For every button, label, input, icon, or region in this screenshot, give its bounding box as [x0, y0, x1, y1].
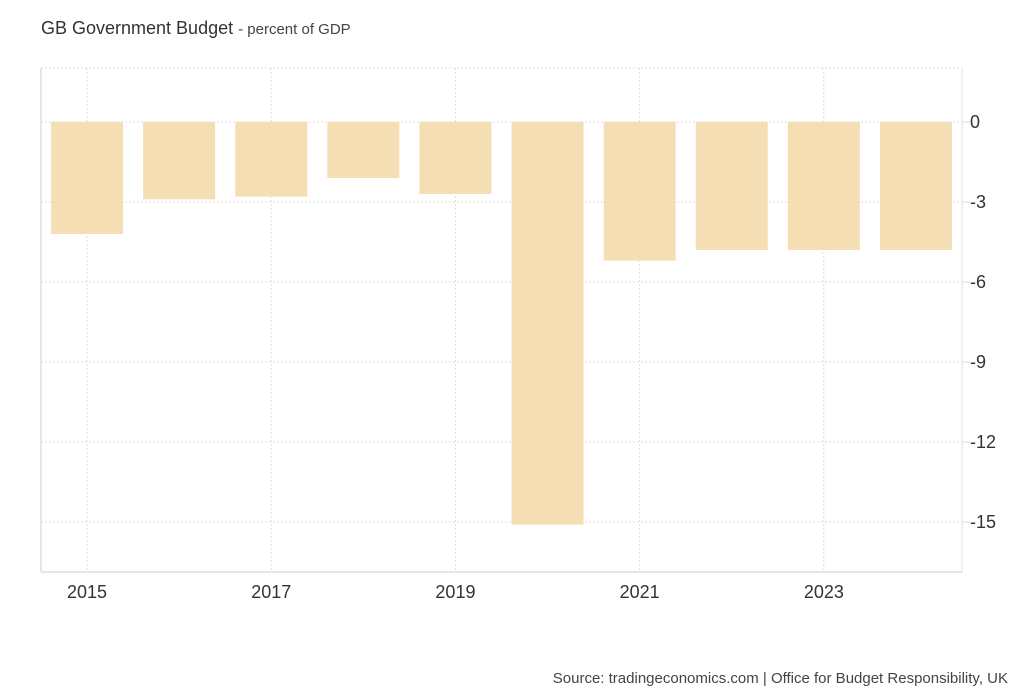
bar-2017 [235, 122, 308, 197]
x-tick-labels: 2015 2017 2019 2021 2023 [67, 582, 844, 602]
chart-title: GB Government Budget - percent of GDP [41, 18, 351, 39]
bar-2020 [511, 122, 584, 525]
chart-title-main: GB Government Budget [41, 18, 234, 38]
y-tick-label: -15 [970, 512, 996, 532]
bar-2023 [787, 122, 860, 250]
y-tick-label: 0 [970, 112, 980, 132]
x-tick-label: 2015 [67, 582, 107, 602]
x-tick-label: 2019 [435, 582, 475, 602]
bar-2024 [879, 122, 952, 250]
chart-subtitle: - percent of GDP [238, 21, 351, 38]
x-tick-label: 2017 [251, 582, 291, 602]
x-tick-label: 2023 [804, 582, 844, 602]
y-tick-label: -12 [970, 432, 996, 452]
x-tick-label: 2021 [620, 582, 660, 602]
bars [51, 122, 952, 525]
bar-2018 [327, 122, 400, 178]
axes [40, 68, 963, 573]
bar-2016 [143, 122, 216, 200]
y-tick-label: -3 [970, 192, 986, 212]
source-note: Source: tradingeconomics.com | Office fo… [552, 670, 1008, 687]
bar-2019 [419, 122, 492, 194]
bar-2022 [695, 122, 768, 250]
y-tick-label: -9 [970, 352, 986, 372]
bar-2015 [51, 122, 124, 234]
y-tick-labels: 0 -3 -6 -9 -12 -15 [970, 112, 996, 532]
bar-2021 [603, 122, 676, 261]
y-tick-label: -6 [970, 272, 986, 292]
